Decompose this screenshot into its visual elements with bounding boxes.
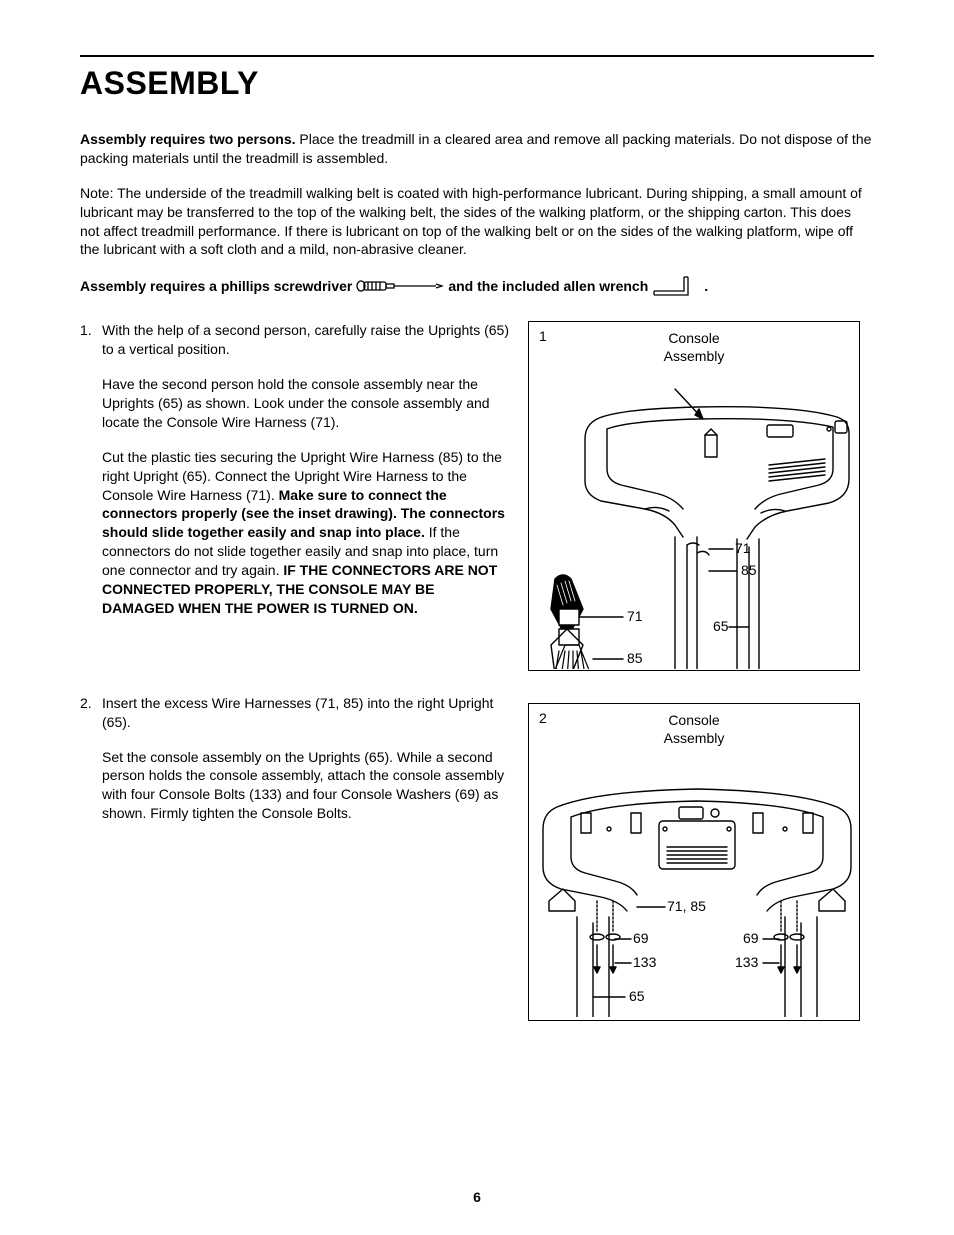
left-column: 1. With the help of a second person, car… — [80, 321, 510, 1053]
step-1-body: With the help of a second person, carefu… — [102, 321, 510, 633]
tools-end: . — [704, 278, 708, 294]
fig1-annot-85b: 85 — [627, 650, 643, 666]
figure-2: 2 Console Assembly — [528, 703, 860, 1021]
tools-mid: and the included allen wrench — [448, 278, 648, 294]
figure-2-drawing: 71, 85 69 133 69 133 65 — [537, 751, 853, 1017]
fig2-annot-65: 65 — [629, 988, 645, 1004]
right-column: 1 Console Assembly — [528, 321, 874, 1053]
horizontal-rule — [80, 55, 874, 57]
tools-before: Assembly requires a phillips screwdriver — [80, 278, 352, 294]
fig2-annot-69l: 69 — [633, 930, 649, 946]
step-1-p1: With the help of a second person, carefu… — [102, 321, 510, 359]
page-title: ASSEMBLY — [80, 65, 874, 102]
step-1-p2: Have the second person hold the console … — [102, 375, 510, 432]
fig1-annot-85a: 85 — [741, 562, 757, 578]
fig1-annot-71a: 71 — [735, 540, 751, 556]
fig2-annot-133r: 133 — [735, 954, 759, 970]
figure-1-title: Console Assembly — [537, 330, 851, 365]
intro-p1-bold: Assembly requires two persons. — [80, 131, 296, 147]
step-2: 2. Insert the excess Wire Harnesses (71,… — [80, 694, 510, 839]
fig2-annot-69r: 69 — [743, 930, 759, 946]
step-2-p1: Insert the excess Wire Harnesses (71, 85… — [102, 694, 510, 732]
allen-wrench-icon — [652, 275, 700, 297]
figure-2-num: 2 — [539, 710, 547, 726]
content-columns: 1. With the help of a second person, car… — [80, 321, 874, 1053]
page-number: 6 — [0, 1189, 954, 1205]
step-2-p2: Set the console assembly on the Uprights… — [102, 748, 510, 824]
fig1-annot-65: 65 — [713, 618, 729, 634]
tools-line: Assembly requires a phillips screwdriver… — [80, 275, 874, 297]
step-2-body: Insert the excess Wire Harnesses (71, 85… — [102, 694, 510, 839]
screwdriver-icon — [356, 279, 444, 293]
figure-1-num: 1 — [539, 328, 547, 344]
figure-1-drawing: 71 85 65 71 85 — [537, 369, 853, 669]
intro-block: Assembly requires two persons. Place the… — [80, 130, 874, 259]
step-1-p3: Cut the plastic ties securing the Uprigh… — [102, 448, 510, 618]
intro-p2: Note: The underside of the treadmill wal… — [80, 184, 874, 260]
fig2-annot-133l: 133 — [633, 954, 657, 970]
step-1: 1. With the help of a second person, car… — [80, 321, 510, 633]
fig1-annot-71b: 71 — [627, 608, 643, 624]
step-2-num: 2. — [80, 694, 102, 839]
fig2-annot-7185: 71, 85 — [667, 898, 706, 914]
intro-p1: Assembly requires two persons. Place the… — [80, 130, 874, 168]
figure-2-title: Console Assembly — [537, 712, 851, 747]
figure-1: 1 Console Assembly — [528, 321, 860, 671]
step-1-num: 1. — [80, 321, 102, 633]
